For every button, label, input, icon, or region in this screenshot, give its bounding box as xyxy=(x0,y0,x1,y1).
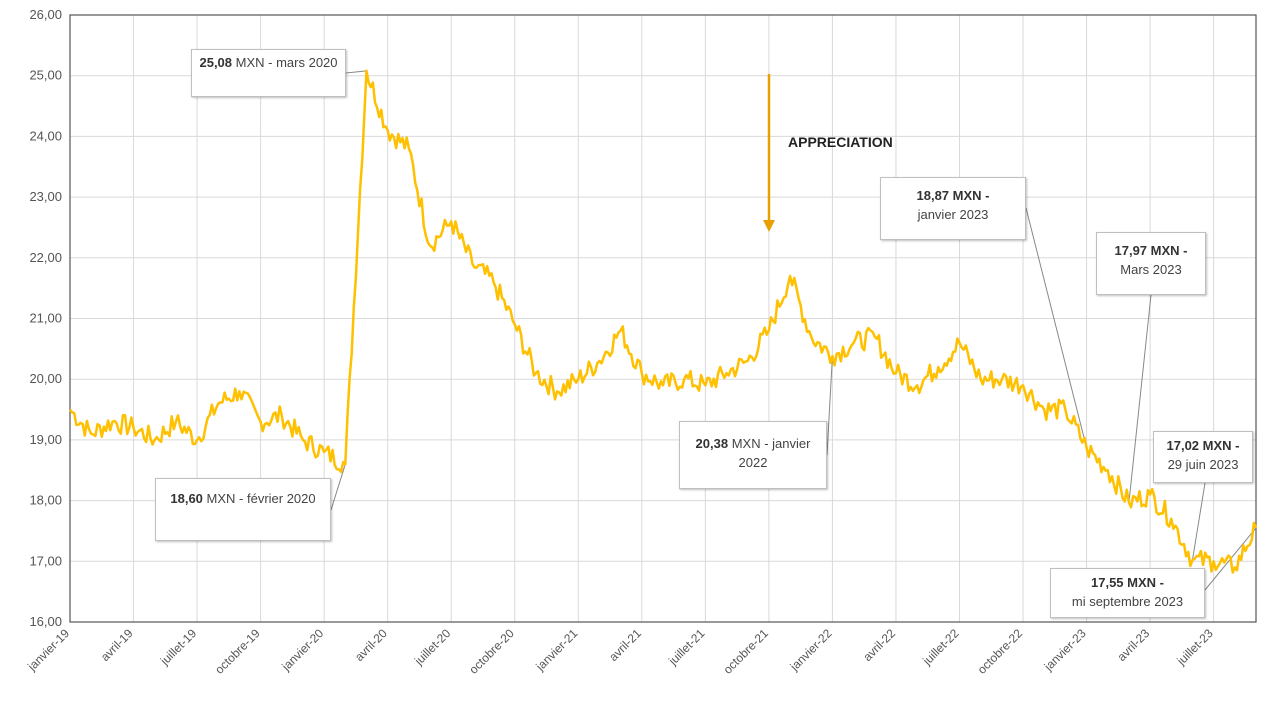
y-axis: 16,00 17,00 18,00 19,00 20,00 21,00 22,00 23,00… xyxy=(29,7,62,629)
annotation-mars-2023: 17,97 MXN - Mars 2023 xyxy=(1096,232,1206,295)
x-axis: janvier-19 avril-19 juillet-19 octobre-19 ja… xyxy=(24,626,1216,677)
annotation-janvier-2023: 18,87 MXN - janvier 2023 xyxy=(880,177,1026,240)
annotation-value: 20,38 xyxy=(695,436,729,451)
annotation-text: mi septembre 2023 xyxy=(1071,594,1184,609)
x-tick-label: janvier-20 xyxy=(278,626,326,674)
x-tick-label: janvier-21 xyxy=(533,626,581,674)
y-tick-label: 22,00 xyxy=(29,250,62,265)
appreciation-label: APPRECIATION xyxy=(788,134,893,150)
annotation-leader xyxy=(1191,482,1206,561)
x-tick-label: janvier-19 xyxy=(24,626,72,674)
annotation-leader xyxy=(826,356,833,456)
x-tick-label: avril-22 xyxy=(860,626,898,664)
x-tick-label: janvier-22 xyxy=(787,626,835,674)
annotation-text: MXN - février 2020 xyxy=(202,491,316,506)
annotation-value: 17,97 MXN - xyxy=(1114,243,1188,258)
annotation-text: janvier 2023 xyxy=(917,207,989,222)
y-tick-label: 20,00 xyxy=(29,371,62,386)
y-tick-label: 16,00 xyxy=(29,614,62,629)
x-tick-label: janvier-23 xyxy=(1041,626,1089,674)
annotation-septembre-2023: 17,55 MXN - mi septembre 2023 xyxy=(1050,568,1205,618)
annotation-leader xyxy=(330,464,346,511)
y-tick-label: 17,00 xyxy=(29,553,62,568)
annotation-text: MXN - janvier 2022 xyxy=(728,436,811,470)
series-line xyxy=(69,69,1258,574)
x-tick-label: octobre-22 xyxy=(975,626,1026,677)
annotation-text: MXN - mars 2020 xyxy=(232,55,338,70)
x-tick-label: avril-23 xyxy=(1114,626,1152,664)
y-tick-label: 26,00 xyxy=(29,7,62,22)
x-tick-label: juillet-23 xyxy=(1174,626,1216,668)
x-tick-label: juillet-22 xyxy=(919,626,961,668)
annotation-leader xyxy=(345,70,367,74)
y-tick-label: 18,00 xyxy=(29,493,62,508)
annotation-janvier-2022: 20,38 MXN - janvier 2022 xyxy=(679,421,827,489)
annotation-mars-2020: 25,08 MXN - mars 2020 xyxy=(191,49,346,97)
x-tick-label: octobre-20 xyxy=(466,626,517,677)
annotation-value: 17,02 MXN - xyxy=(1166,438,1240,453)
x-tick-label: juillet-20 xyxy=(411,626,453,668)
x-tick-label: octobre-21 xyxy=(721,626,772,677)
x-tick-label: octobre-19 xyxy=(212,626,263,677)
y-tick-label: 19,00 xyxy=(29,432,62,447)
annotation-leader xyxy=(1025,207,1088,448)
y-tick-label: 21,00 xyxy=(29,311,62,326)
appreciation-arrow xyxy=(763,74,775,232)
y-tick-label: 25,00 xyxy=(29,68,62,83)
x-tick-label: juillet-21 xyxy=(665,626,707,668)
x-tick-label: avril-20 xyxy=(352,626,390,664)
annotation-juin-2023: 17,02 MXN - 29 juin 2023 xyxy=(1153,431,1253,483)
x-tick-label: juillet-19 xyxy=(157,626,199,668)
y-tick-label: 23,00 xyxy=(29,189,62,204)
annotation-text: 29 juin 2023 xyxy=(1167,457,1239,472)
y-tick-label: 24,00 xyxy=(29,128,62,143)
annotation-value: 17,55 MXN - xyxy=(1091,575,1164,590)
annotation-text: Mars 2023 xyxy=(1120,262,1182,277)
annotation-value: 18,60 xyxy=(170,491,203,506)
annotation-value: 25,08 xyxy=(199,55,233,70)
plot-frame xyxy=(69,14,1257,623)
x-tick-label: avril-19 xyxy=(98,626,136,664)
annotation-leader xyxy=(1128,294,1152,503)
annotation-value: 18,87 MXN - xyxy=(916,188,990,203)
annotation-fevrier-2020: 18,60 MXN - février 2020 xyxy=(155,478,331,541)
x-tick-label: avril-21 xyxy=(606,626,644,664)
